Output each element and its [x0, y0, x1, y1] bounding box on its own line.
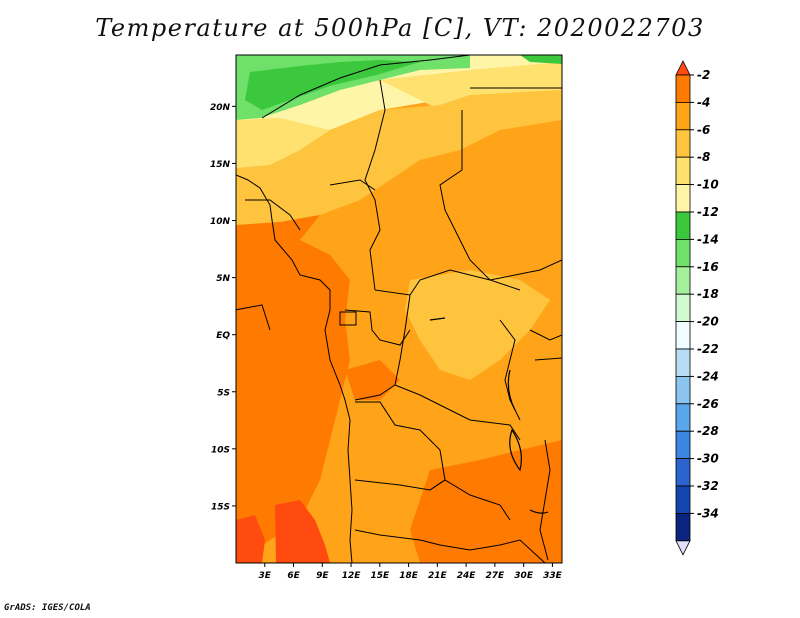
border — [439, 110, 521, 291]
colorbar-segment — [675, 184, 691, 213]
border — [354, 479, 511, 521]
colorbar-label: -12 — [697, 205, 719, 219]
colorbar-segment — [675, 375, 691, 405]
colorbar-segment — [675, 485, 691, 514]
colorbar-segment — [675, 348, 691, 377]
colorbar-segment — [675, 403, 691, 432]
colorbar-label: -22 — [697, 342, 719, 356]
border — [329, 179, 376, 191]
colorbar-segment — [675, 238, 691, 268]
lon-label: 9E — [316, 571, 329, 581]
colorbar-segment — [675, 211, 691, 240]
field-region-m14 — [245, 60, 420, 110]
border — [245, 199, 301, 231]
lat-label: 15S — [211, 502, 230, 512]
border — [354, 294, 411, 401]
colorbar-segment — [675, 129, 691, 158]
lon-label: 27E — [486, 571, 506, 581]
colorbar-segment — [675, 513, 691, 542]
lon-label: 18E — [399, 571, 419, 581]
lat-label: 5N — [216, 274, 230, 284]
colorbar-label: -20 — [697, 315, 719, 329]
colorbar-label: -2 — [697, 68, 710, 82]
field-region-m8 — [236, 90, 562, 225]
colorbar-label: -34 — [697, 506, 719, 520]
colorbar-segment — [675, 321, 691, 350]
lat-label: EQ — [216, 331, 230, 341]
border — [344, 309, 411, 346]
lon-label: 33E — [543, 571, 563, 581]
colorbar-label: -10 — [697, 178, 719, 192]
border — [394, 384, 521, 441]
colorbar-label: -28 — [697, 424, 719, 438]
border — [534, 357, 562, 361]
lon-label: 30E — [514, 571, 534, 581]
colorbar-segment — [675, 430, 691, 460]
border — [364, 79, 386, 291]
lon-label: 6E — [287, 571, 300, 581]
latitude-axis: 20N 15N 10N 5N EQ 5S 10S 15S — [210, 103, 236, 512]
lat-label: 20N — [210, 103, 231, 113]
colorbar-segment — [675, 102, 691, 131]
lon-label: 3E — [259, 571, 272, 581]
colorbar: -2 -4 -6 -8 -10 -12 -14 -16 -18 -20 -22 -24 -26 -28 -3… — [675, 60, 719, 556]
colorbar-top-triangle — [675, 60, 691, 76]
lon-label: 21E — [428, 571, 448, 581]
lakes — [429, 317, 549, 514]
colorbar-label: -14 — [697, 232, 719, 246]
border — [539, 439, 551, 561]
footer-credit: GrADS: IGES/COLA — [4, 603, 91, 613]
lake — [429, 317, 446, 321]
lat-label: 5S — [217, 388, 230, 398]
coastline — [236, 174, 353, 563]
border — [339, 311, 357, 326]
colorbar-label: -16 — [697, 260, 719, 274]
lon-label: 15E — [370, 571, 390, 581]
colorbar-label: -8 — [697, 150, 710, 164]
lat-label: 10S — [211, 445, 230, 455]
colorbar-label: -26 — [697, 397, 719, 411]
border — [529, 329, 562, 341]
field-region-m4 — [410, 440, 562, 563]
colorbar-label: -30 — [697, 452, 719, 466]
lake — [529, 509, 549, 514]
country-borders — [236, 55, 562, 563]
lake — [507, 369, 516, 411]
lake — [509, 428, 522, 472]
colorbar-label: -32 — [697, 479, 719, 493]
colorbar-label: -4 — [697, 95, 710, 109]
lon-label: 24E — [457, 571, 477, 581]
border — [236, 304, 271, 331]
map-frame — [235, 54, 563, 564]
lat-label: 15N — [210, 160, 231, 170]
colorbar-segment — [675, 458, 691, 487]
border — [261, 55, 471, 119]
field-region-m2 — [236, 515, 265, 563]
colorbar-segment — [675, 156, 691, 185]
longitude-axis: 3E 6E 9E 12E 15E 18E 21E 24E 27E 30E 33E — [259, 563, 563, 581]
field-region-m4 — [236, 215, 320, 260]
colorbar-label: -6 — [697, 123, 710, 137]
border — [354, 529, 546, 563]
field-region-m2 — [275, 500, 330, 563]
field-region-m4 — [345, 360, 400, 400]
lon-label: 12E — [342, 571, 362, 581]
field-region-m8 — [405, 270, 550, 380]
colorbar-segment — [675, 293, 691, 323]
colorbar-segment — [675, 266, 691, 295]
colorbar-bottom-triangle — [675, 540, 691, 556]
colorbar-segment — [675, 74, 691, 103]
field-region-m4 — [236, 240, 350, 563]
chart-title: Temperature at 500hPa [C], VT: 202002270… — [95, 14, 705, 42]
colorbar-label: -24 — [697, 369, 719, 383]
lat-label: 10N — [210, 217, 231, 227]
temperature-field — [236, 55, 562, 563]
colorbar-label: -18 — [697, 287, 719, 301]
field-region-m14 — [520, 55, 562, 64]
